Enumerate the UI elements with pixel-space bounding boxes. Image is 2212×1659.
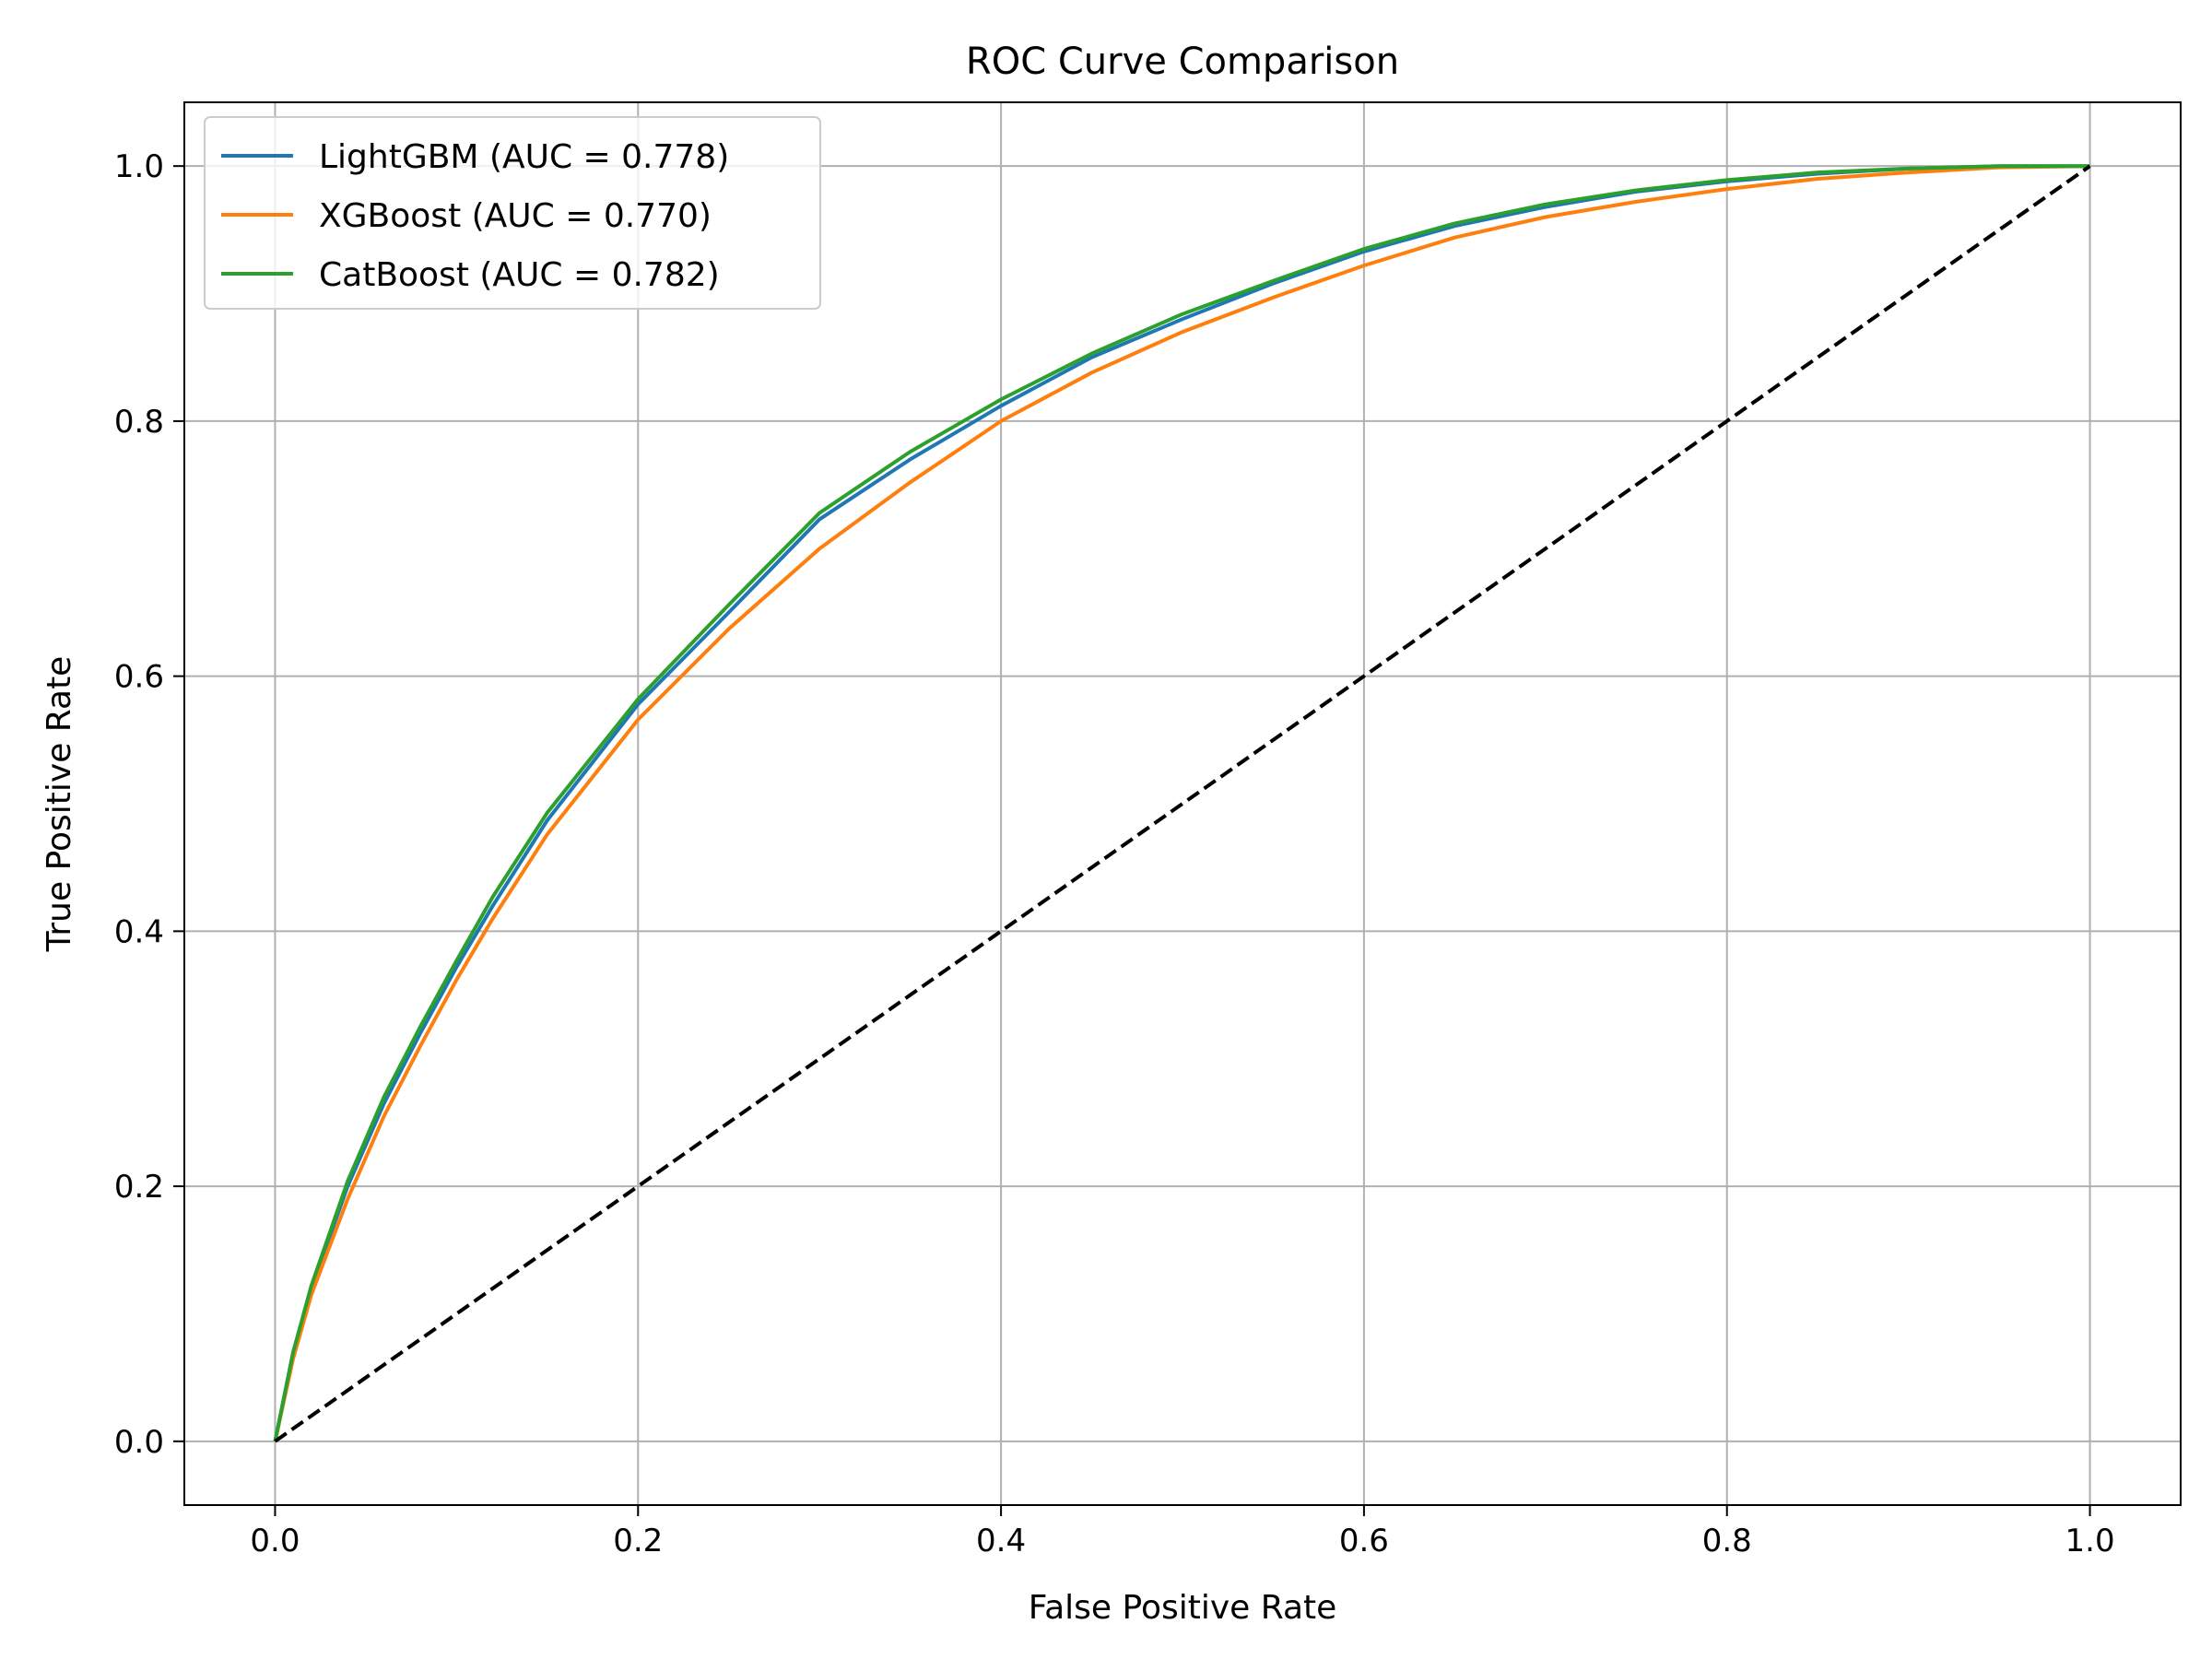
x-tick-label: 0.8 — [1702, 1523, 1752, 1559]
y-tick-label: 0.0 — [114, 1424, 164, 1461]
y-tick-label: 1.0 — [114, 148, 164, 185]
legend-box — [204, 116, 821, 310]
legend-entry-label: XGBoost (AUC = 0.770) — [319, 197, 712, 235]
x-tick-label: 1.0 — [2065, 1523, 2115, 1559]
y-axis-label: True Positive Rate — [41, 656, 78, 953]
y-tick-label: 0.2 — [114, 1169, 164, 1206]
series-line-xgboost — [273, 164, 2090, 1442]
y-tick-label: 0.4 — [114, 913, 164, 950]
plot-frame — [183, 101, 2182, 1506]
y-tick-label: 0.6 — [114, 659, 164, 696]
x-tick-label: 0.2 — [613, 1523, 663, 1559]
legend-entry-label: LightGBM (AUC = 0.778) — [319, 138, 729, 176]
y-tick-label: 0.8 — [114, 404, 164, 441]
x-tick-label: 0.6 — [1339, 1523, 1389, 1559]
series-lines — [273, 164, 2091, 1443]
series-line-catboost — [273, 164, 2090, 1442]
x-axis-label: False Positive Rate — [1029, 1589, 1337, 1627]
legend-entry-label: CatBoost (AUC = 0.782) — [319, 256, 720, 294]
chance-diagonal-line — [274, 164, 2091, 1443]
chart-title: ROC Curve Comparison — [966, 41, 1399, 83]
grid-lines — [184, 102, 2181, 1505]
legend: LightGBM (AUC = 0.778) XGBoost (AUC = 0.7… — [204, 116, 821, 310]
x-tick-label: 0.4 — [976, 1523, 1026, 1559]
x-tick-label: 0.0 — [250, 1523, 300, 1559]
axis-ticks: 0.0 0.2 0.4 0.6 0.8 1.0 0.0 0.2 0.4 0.6 0.8 1.0 — [114, 148, 2115, 1559]
